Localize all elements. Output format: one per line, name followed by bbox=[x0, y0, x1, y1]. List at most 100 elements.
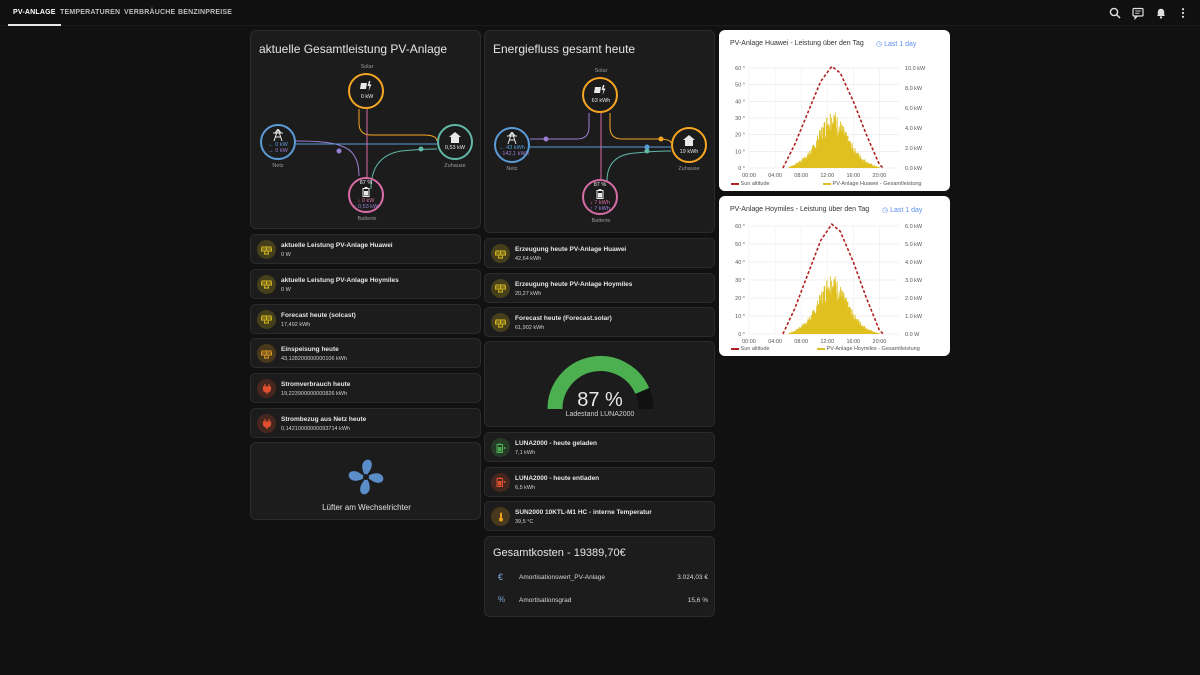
battery-gauge-card[interactable]: 87 % Ladestand LUNA2000 bbox=[484, 341, 715, 427]
flow-line-battery-home bbox=[370, 148, 438, 190]
legend-item-sun[interactable]: Sun altitude bbox=[731, 181, 770, 187]
card-title: Energiefluss gesamt heute bbox=[493, 42, 636, 56]
power-series bbox=[788, 112, 881, 168]
percent-icon: % bbox=[498, 595, 506, 604]
solar-node-label: Solar bbox=[594, 68, 608, 74]
entity-row[interactable]: aktuelle Leistung PV-Anlage Hoymiles 0 W bbox=[250, 268, 481, 299]
entity-row[interactable]: Einspeisung heute 43,128200000000106 kWh bbox=[250, 338, 481, 369]
x-tick-label: 16:00 bbox=[846, 339, 860, 345]
solar-panel-icon bbox=[491, 244, 510, 263]
cost-row-label: Amortisationsgrad bbox=[519, 597, 572, 604]
solar-panel-icon bbox=[257, 344, 276, 364]
entity-name: Einspeisung heute bbox=[281, 346, 339, 354]
entity-row[interactable]: LUNA2000 - heute geladen 7,1 kWh bbox=[484, 432, 715, 462]
entity-name: LUNA2000 - heute entladen bbox=[515, 474, 600, 482]
battery-node-percent: 87 % bbox=[359, 180, 373, 186]
y-right-tick-label: 0.0 kW bbox=[905, 166, 923, 172]
entity-value: 0 W bbox=[281, 252, 291, 258]
fan-label: Lüfter am Wechselrichter bbox=[322, 503, 411, 512]
chart-card-hoymiles: PV-Anlage Hoymiles - Leistung über den T… bbox=[719, 196, 950, 356]
solar-power-icon bbox=[594, 85, 606, 95]
flow-line-solar-home bbox=[358, 109, 438, 142]
home-node-value: 19 kWh bbox=[679, 149, 699, 155]
chat-icon[interactable] bbox=[1131, 6, 1145, 20]
entity-value: 43,128200000000106 kWh bbox=[281, 356, 348, 363]
entity-row[interactable]: Forecast heute (Forecast.solar) 61,902 kW… bbox=[484, 307, 715, 337]
battery-node[interactable] bbox=[582, 179, 618, 215]
grid-node[interactable] bbox=[260, 124, 296, 160]
flow-line-grid-battery bbox=[295, 140, 360, 177]
gauge-fill bbox=[547, 356, 650, 410]
euro-icon: € bbox=[498, 572, 504, 582]
y-left-tick-label: 60 ° bbox=[735, 224, 745, 230]
battery-node-in: ↓ 7 kWh bbox=[590, 200, 610, 206]
solar-node[interactable] bbox=[348, 73, 384, 109]
y-right-tick-label: 8.0 kW bbox=[905, 86, 923, 92]
entity-row[interactable]: Forecast heute (solcast) 17,492 kWh bbox=[250, 303, 481, 334]
entity-row[interactable]: Strombezug aus Netz heute 0,1421000000009… bbox=[250, 408, 481, 438]
battery-node[interactable] bbox=[348, 177, 384, 213]
entity-row[interactable]: SUN2000 10KTL-M1 HC - interne Temperatur… bbox=[484, 501, 715, 531]
tab-benzinpreise[interactable]: BENZINPREISE bbox=[178, 9, 233, 16]
battery-discharging-icon bbox=[491, 472, 510, 492]
entity-row[interactable]: aktuelle Leistung PV-Anlage Huawei 0 W bbox=[250, 234, 481, 264]
entity-row[interactable]: Erzeugung heute PV-Anlage Huawei 42,64 kW… bbox=[484, 238, 715, 268]
tab-verbraeuche[interactable]: VERBRÄUCHE bbox=[124, 9, 176, 16]
y-right-tick-label: 0.0 W bbox=[905, 332, 920, 338]
legend-item-power[interactable]: PV-Anlage Hoymiles - Gesamtleistung bbox=[817, 346, 920, 352]
y-right-tick-label: 3.0 kW bbox=[905, 278, 923, 284]
entity-row[interactable]: Stromverbrauch heute 19,223900000000826 k… bbox=[250, 373, 481, 404]
grid-node-out: → 142,1 kWh bbox=[495, 151, 529, 157]
x-tick-label: 20:00 bbox=[873, 339, 887, 345]
entity-value: 17,492 kWh bbox=[281, 321, 311, 328]
y-right-tick-label: 6.0 kW bbox=[905, 106, 923, 112]
y-right-tick-label: 1.0 kW bbox=[905, 314, 923, 320]
y-left-tick-label: 50 ° bbox=[735, 83, 745, 89]
x-tick-label: 20:00 bbox=[873, 173, 887, 179]
entity-value: 39,5 °C bbox=[515, 519, 534, 525]
chart-range-link[interactable]: ◷ Last 1 day bbox=[882, 207, 923, 214]
tab-temperaturen[interactable]: TEMPERATUREN bbox=[60, 9, 121, 16]
fan-card[interactable]: Lüfter am Wechselrichter bbox=[250, 442, 481, 520]
y-left-tick-label: 50 ° bbox=[735, 242, 745, 248]
search-icon[interactable] bbox=[1108, 6, 1122, 20]
sun-altitude-line bbox=[782, 65, 884, 169]
flow-line-solar-home bbox=[609, 113, 672, 144]
y-left-tick-label: 40 ° bbox=[735, 260, 745, 266]
entity-row[interactable]: Erzeugung heute PV-Anlage Hoymiles 20,27 … bbox=[484, 272, 715, 303]
legend-item-power[interactable]: PV-Anlage Huawei - Gesamtleistung bbox=[823, 181, 922, 187]
power-flow-diagram bbox=[295, 109, 438, 190]
entity-value: 20,27 kWh bbox=[515, 290, 542, 297]
flow-line-battery-home bbox=[606, 150, 672, 182]
grid-node[interactable] bbox=[494, 127, 530, 163]
chart-title: PV-Anlage Hoymiles - Leistung über den T… bbox=[730, 206, 870, 213]
home-icon bbox=[683, 135, 695, 146]
legend-item-sun[interactable]: Sun altitude bbox=[731, 346, 770, 352]
chart-range-link[interactable]: ◷ Last 1 day bbox=[876, 41, 917, 48]
y-left-tick-label: 20 ° bbox=[735, 133, 745, 139]
flow-dot bbox=[644, 148, 650, 154]
entity-row[interactable]: LUNA2000 - heute entladen 6,5 kWh bbox=[484, 466, 715, 497]
home-node[interactable] bbox=[671, 127, 707, 163]
transmission-tower-icon bbox=[507, 132, 517, 144]
home-node-value: 0,53 kW bbox=[444, 145, 466, 151]
sun-altitude-line bbox=[782, 223, 884, 335]
tab-pv-anlage[interactable]: PV-ANLAGE bbox=[8, 0, 61, 26]
entity-name: aktuelle Leistung PV-Anlage Hoymiles bbox=[281, 276, 399, 284]
y-left-tick-label: 40 ° bbox=[735, 99, 745, 105]
x-tick-label: 04:00 bbox=[768, 339, 782, 345]
x-tick-label: 08:00 bbox=[794, 339, 808, 345]
solar-node[interactable] bbox=[582, 77, 618, 113]
cost-row-label: Amortisationswert_PV-Anlage bbox=[519, 574, 605, 581]
entity-value: 19,223900000000826 kWh bbox=[281, 391, 348, 398]
bell-icon[interactable] bbox=[1154, 6, 1168, 20]
x-tick-label: 12:00 bbox=[820, 339, 834, 345]
home-icon bbox=[449, 132, 461, 143]
more-icon[interactable] bbox=[1176, 6, 1190, 20]
x-tick-label: 16:00 bbox=[846, 173, 860, 179]
costs-card: Gesamtkosten - 19389,70€ € Amortisations… bbox=[484, 536, 715, 617]
home-node[interactable] bbox=[437, 124, 473, 160]
transmission-tower-icon bbox=[273, 129, 283, 141]
chart-range-label: Last 1 day bbox=[890, 207, 923, 214]
cost-row-value: 3.024,03 € bbox=[677, 574, 708, 581]
